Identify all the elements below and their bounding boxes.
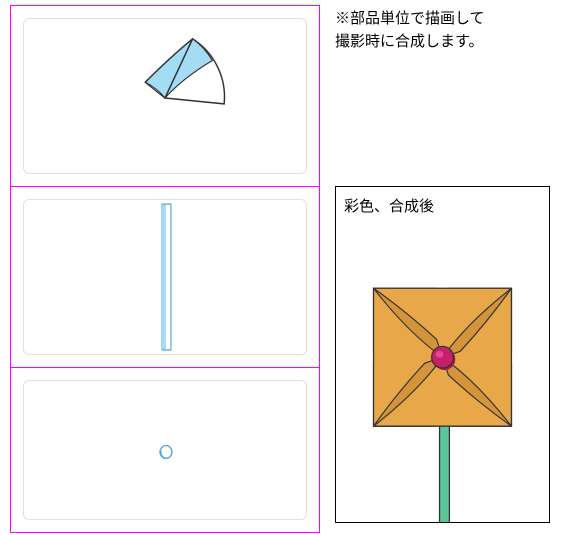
- caption-line1: ※部品単位で描画して: [335, 8, 555, 31]
- pin-svg: [24, 381, 306, 519]
- stick-svg: [24, 200, 306, 354]
- pinwheel-svg: [344, 222, 541, 522]
- frame-blade: [23, 18, 307, 174]
- panel-blade: [10, 5, 320, 187]
- blade-svg: [24, 19, 306, 173]
- frame-stick: [23, 199, 307, 355]
- result-title: 彩色、合成後: [344, 195, 541, 216]
- caption-note: ※部品単位で描画して 撮影時に合成します。: [335, 8, 555, 53]
- panel-pin: [10, 367, 320, 533]
- panel-stick: [10, 186, 320, 368]
- frame-pin: [23, 380, 307, 520]
- result-panel: 彩色、合成後: [335, 186, 550, 523]
- parts-column: [10, 5, 320, 533]
- caption-line2: 撮影時に合成します。: [335, 31, 555, 54]
